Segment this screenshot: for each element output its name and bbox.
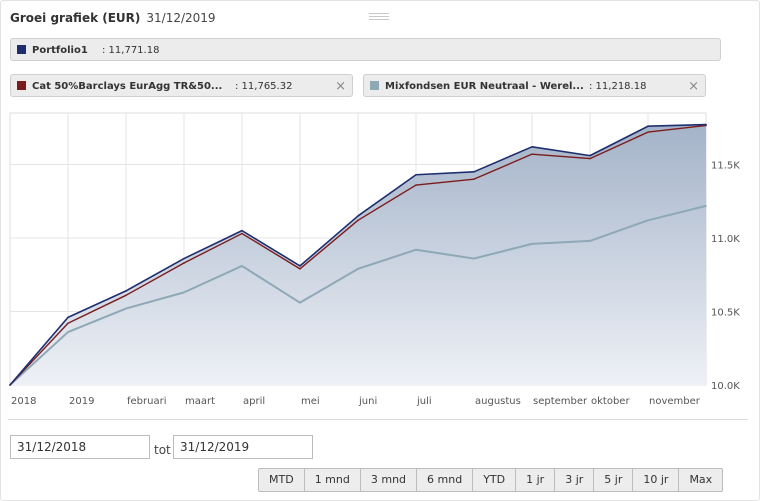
data-point <box>647 125 649 128</box>
data-point <box>415 173 417 176</box>
data-point <box>183 262 185 264</box>
data-point <box>589 154 591 157</box>
chart-date: 31/12/2019 <box>146 11 216 25</box>
divider <box>8 419 748 420</box>
x-tick-label: augustus <box>475 396 521 407</box>
close-icon[interactable]: × <box>335 79 346 94</box>
data-point <box>241 232 243 235</box>
data-point <box>9 384 11 386</box>
data-point <box>589 240 591 242</box>
period-button[interactable]: 3 mnd <box>361 469 418 491</box>
chart-title: Groei grafiek (EUR) 31/12/2019 <box>10 11 216 25</box>
y-tick-label: 10.5K <box>711 307 740 318</box>
period-button[interactable]: YTD <box>473 469 517 491</box>
data-point <box>299 265 301 267</box>
data-point <box>473 171 475 173</box>
data-point <box>531 146 533 148</box>
chart-title-text: Groei grafiek (EUR) <box>10 11 141 25</box>
data-point <box>589 157 591 160</box>
period-button[interactable]: 3 jr <box>555 469 595 491</box>
axes: 10.0K 10.5K 11.0K 11.5K 2018 2019 februari maar… <box>11 160 740 407</box>
data-point <box>67 316 69 319</box>
series-area-fill <box>10 124 706 385</box>
x-tick-label: juni <box>358 396 377 407</box>
period-selector: MTD 1 mnd 3 mnd 6 mnd YTD 1 jr 3 jr 5 jr 10 jr Ma… <box>258 468 724 492</box>
x-tick-label: november <box>649 396 701 407</box>
legend-name: Cat 50%Barclays EurAgg TR&50... <box>32 81 223 92</box>
y-tick-label: 10.0K <box>711 381 740 392</box>
period-button[interactable]: 5 jr <box>594 469 634 491</box>
x-tick-label: februari <box>127 396 167 407</box>
start-date-input[interactable]: 31/12/2018 <box>10 435 150 459</box>
data-point <box>183 291 185 294</box>
x-tick-label: mei <box>301 396 320 407</box>
data-point <box>241 229 243 232</box>
x-tick-label: april <box>243 396 265 407</box>
legend-name: Portfolio1 <box>32 45 88 56</box>
data-point <box>647 219 649 222</box>
x-tick-label: 2018 <box>11 396 36 407</box>
close-icon[interactable]: × <box>688 79 699 94</box>
data-point <box>241 265 243 267</box>
data-point <box>357 219 359 222</box>
data-point <box>705 123 707 126</box>
period-button[interactable]: 1 mnd <box>305 469 361 491</box>
data-point <box>473 178 475 180</box>
legend-swatch <box>370 81 379 90</box>
legend-value: : 11,765.32 <box>235 81 293 92</box>
legend-swatch <box>17 81 26 90</box>
data-point <box>415 248 417 251</box>
period-button[interactable]: Max <box>689 473 713 486</box>
x-tick-label: oktober <box>591 396 630 407</box>
legend-swatch <box>17 45 26 54</box>
data-point <box>67 331 69 333</box>
legend-item-portfolio1[interactable]: Portfolio1 : 11,771.18 <box>10 38 721 61</box>
data-point <box>125 294 127 297</box>
data-point <box>531 153 533 155</box>
x-tick-label: 2019 <box>69 396 94 407</box>
data-point <box>183 257 185 260</box>
period-button[interactable]: 1 jr <box>516 469 556 491</box>
data-point <box>647 131 649 133</box>
data-point <box>67 322 69 325</box>
legend-value: : 11,771.18 <box>102 45 160 56</box>
growth-chart: 10.0K 10.5K 11.0K 11.5K 2018 2019 februari maar… <box>9 112 740 407</box>
data-point <box>299 301 301 304</box>
end-date-input[interactable]: 31/12/2019 <box>173 435 313 459</box>
legend-name: Mixfondsen EUR Neutraal - Werel... <box>385 81 584 92</box>
x-tick-label: september <box>533 396 588 407</box>
data-point <box>357 215 359 217</box>
legend-item-benchmark[interactable]: Cat 50%Barclays EurAgg TR&50... : 11,765… <box>10 74 353 97</box>
x-tick-label: maart <box>185 396 215 407</box>
period-button[interactable]: 10 jr <box>633 469 680 491</box>
data-point <box>125 307 127 310</box>
data-point <box>125 290 127 292</box>
drag-handle-icon[interactable] <box>369 13 389 22</box>
to-label: tot <box>154 443 171 457</box>
legend-value: : 11,218.18 <box>589 81 647 92</box>
data-point <box>357 268 359 270</box>
period-button[interactable]: 6 mnd <box>417 469 474 491</box>
legend-item-peergroup[interactable]: Mixfondsen EUR Neutraal - Werel... : 11,… <box>363 74 706 97</box>
y-tick-label: 11.0K <box>711 234 740 245</box>
y-tick-label: 11.5K <box>711 160 740 171</box>
series-areas <box>10 124 706 385</box>
data-point <box>415 184 417 186</box>
data-point <box>705 205 707 207</box>
series-lines <box>9 123 707 386</box>
data-point <box>473 257 475 260</box>
x-tick-label: juli <box>416 396 432 407</box>
data-point <box>531 243 533 245</box>
period-button[interactable]: MTD <box>259 469 305 491</box>
data-point <box>299 268 301 270</box>
